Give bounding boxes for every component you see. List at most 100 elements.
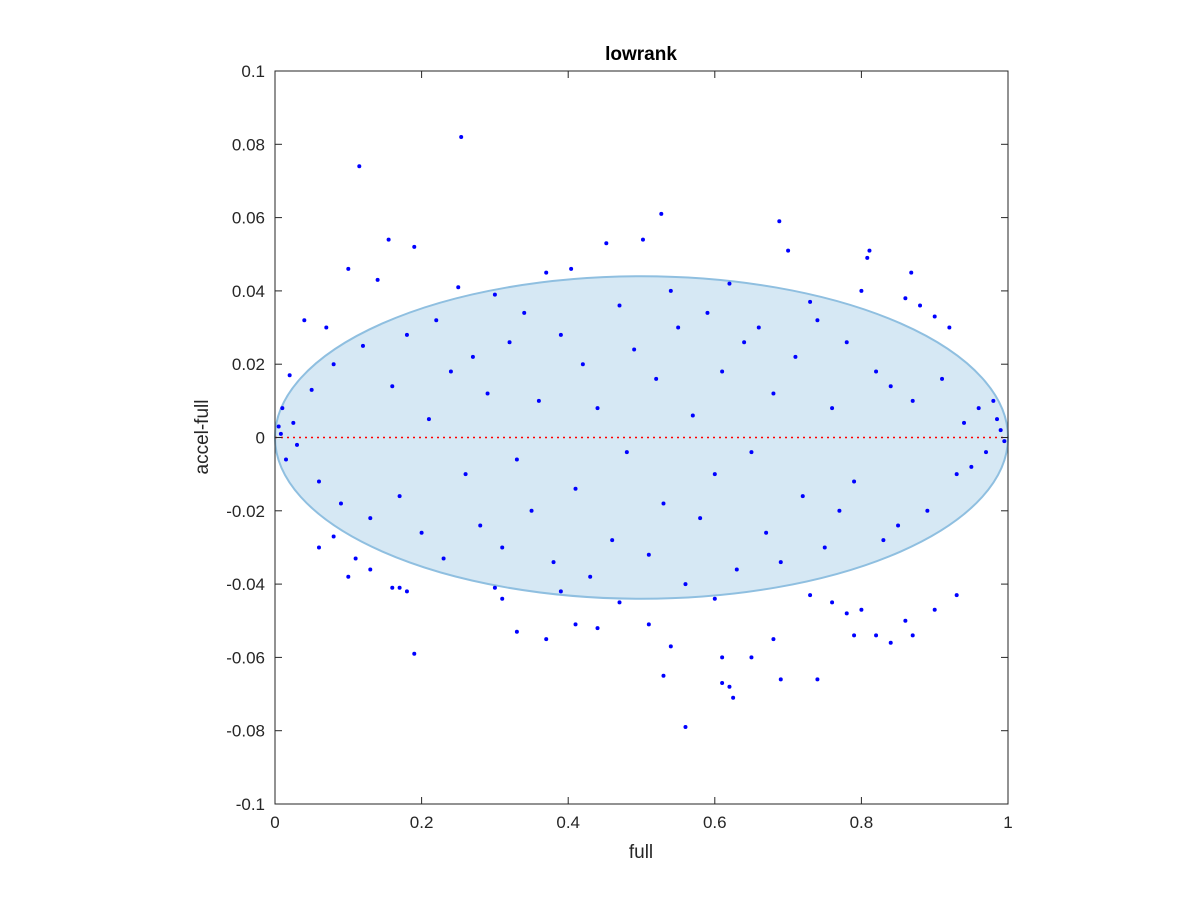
data-point xyxy=(668,288,673,293)
data-point xyxy=(932,314,937,319)
data-point xyxy=(492,292,497,297)
data-point xyxy=(976,406,981,411)
data-point xyxy=(712,596,717,601)
data-point xyxy=(485,391,490,396)
data-point xyxy=(316,545,321,550)
data-point xyxy=(683,725,688,730)
data-point xyxy=(278,431,283,436)
data-point xyxy=(640,237,645,242)
data-point xyxy=(903,618,908,623)
data-point xyxy=(386,237,391,242)
data-point xyxy=(390,384,395,389)
data-point xyxy=(852,479,857,484)
data-point xyxy=(507,340,512,345)
data-point xyxy=(558,589,563,594)
data-point xyxy=(514,629,519,634)
data-point xyxy=(448,369,453,374)
data-point xyxy=(874,633,879,638)
data-point xyxy=(668,644,673,649)
data-point xyxy=(830,406,835,411)
data-point xyxy=(867,248,872,253)
data-point xyxy=(426,417,431,422)
data-point xyxy=(932,607,937,612)
data-point xyxy=(991,398,996,403)
data-point xyxy=(683,582,688,587)
data-point xyxy=(283,457,288,462)
data-point xyxy=(844,340,849,345)
data-point xyxy=(771,637,776,642)
data-point xyxy=(338,501,343,506)
data-point xyxy=(529,508,534,513)
data-point xyxy=(888,384,893,389)
data-point xyxy=(874,369,879,374)
y-tick-label: 0.08 xyxy=(232,135,265,154)
data-point xyxy=(331,534,336,539)
data-point xyxy=(720,681,725,686)
data-point xyxy=(698,516,703,521)
data-point xyxy=(412,651,417,656)
data-point xyxy=(720,369,725,374)
x-tick-label: 0.6 xyxy=(703,813,727,832)
data-point xyxy=(712,472,717,477)
data-point xyxy=(998,428,1003,433)
data-point xyxy=(397,585,402,590)
data-point xyxy=(624,450,629,455)
data-point xyxy=(302,318,307,323)
data-point xyxy=(786,248,791,253)
data-point xyxy=(808,299,813,304)
data-point xyxy=(397,494,402,499)
y-tick-label: 0.06 xyxy=(232,209,265,228)
data-point xyxy=(910,633,915,638)
y-tick-label: 0 xyxy=(256,429,265,448)
data-point xyxy=(896,523,901,528)
data-point xyxy=(360,343,365,348)
data-point xyxy=(837,508,842,513)
data-point xyxy=(1002,439,1007,444)
data-point xyxy=(610,538,615,543)
data-point xyxy=(995,417,1000,422)
data-point xyxy=(309,387,314,392)
data-point xyxy=(830,600,835,605)
data-point xyxy=(346,266,351,271)
data-point xyxy=(456,285,461,290)
data-point xyxy=(375,277,380,282)
x-tick-label: 0.8 xyxy=(850,813,874,832)
data-point xyxy=(500,545,505,550)
data-point xyxy=(544,270,549,275)
data-point xyxy=(522,310,527,315)
data-point xyxy=(514,457,519,462)
data-point xyxy=(404,589,409,594)
data-point xyxy=(558,332,563,337)
data-point xyxy=(925,508,930,513)
data-point xyxy=(903,296,908,301)
data-point xyxy=(595,626,600,631)
data-point xyxy=(749,450,754,455)
data-point xyxy=(734,567,739,572)
data-point xyxy=(580,362,585,367)
chart-title: lowrank xyxy=(605,44,677,65)
y-tick-label: 0.02 xyxy=(232,355,265,374)
y-tick-label: -0.02 xyxy=(226,502,265,521)
data-point xyxy=(646,552,651,557)
data-point xyxy=(705,310,710,315)
data-point xyxy=(727,684,732,689)
data-point xyxy=(632,347,637,352)
data-point xyxy=(573,486,578,491)
data-point xyxy=(346,574,351,579)
data-point xyxy=(852,633,857,638)
data-point xyxy=(316,479,321,484)
data-point xyxy=(659,211,664,216)
data-point xyxy=(859,288,864,293)
x-tick-label: 0.4 xyxy=(556,813,580,832)
data-point xyxy=(441,556,446,561)
y-axis-title: accel-full xyxy=(192,400,213,475)
y-tick-label: -0.06 xyxy=(226,648,265,667)
data-point xyxy=(294,442,299,447)
data-point xyxy=(569,266,574,271)
data-point xyxy=(588,574,593,579)
data-point xyxy=(859,607,864,612)
data-point xyxy=(888,640,893,645)
x-tick-label: 0 xyxy=(270,813,279,832)
data-point xyxy=(434,318,439,323)
data-point xyxy=(815,318,820,323)
